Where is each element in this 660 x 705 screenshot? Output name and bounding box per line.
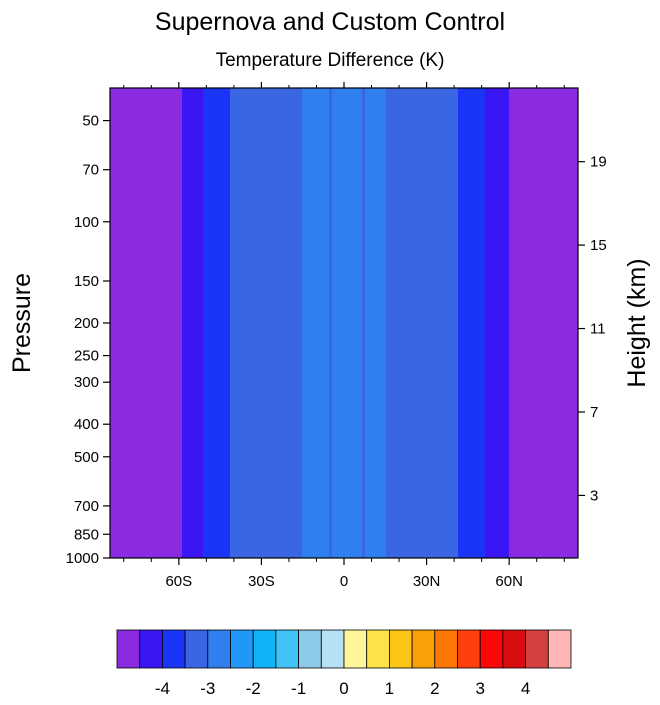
colorbar-swatch: [185, 630, 208, 668]
colorbar-swatch: [548, 630, 571, 668]
colorbar-swatch: [503, 630, 526, 668]
colorbar-swatch: [253, 630, 276, 668]
colorbar: -4 -3 -2 -1 0 1 2 3 4: [117, 630, 571, 698]
colorbar-tick-label: -4: [155, 679, 170, 698]
y-tick-label: 1000: [66, 550, 99, 567]
colorbar-swatch: [458, 630, 481, 668]
colorbar-swatch: [162, 630, 185, 668]
y-tick-label: 300: [74, 374, 99, 391]
colorbar-swatch: [321, 630, 344, 668]
y-tick-label: 850: [74, 526, 99, 543]
colorbar-swatch: [389, 630, 412, 668]
y-tick-label: 50: [82, 113, 99, 130]
colorbar-swatch: [412, 630, 435, 668]
y2-axis-label: Height (km): [623, 258, 651, 387]
x-tick-label: 60S: [165, 573, 192, 590]
colorbar-swatch: [208, 630, 231, 668]
colorbar-swatch: [140, 630, 163, 668]
colorbar-tick-label: 3: [475, 679, 484, 698]
y-tick-label: 400: [74, 416, 99, 433]
y2-tick-label: 7: [590, 404, 598, 421]
colorbar-swatch: [435, 630, 458, 668]
contour-fill: [110, 88, 579, 560]
colorbar-tick-label: -2: [246, 679, 261, 698]
colorbar-tick-label: 0: [339, 679, 348, 698]
colorbar-tick-label: 2: [430, 679, 439, 698]
y-tick-label: 700: [74, 498, 99, 515]
colorbar-swatch: [231, 630, 254, 668]
y-tick-label: 250: [74, 348, 99, 365]
colorbar-swatch: [276, 630, 299, 668]
colorbar-swatch: [344, 630, 367, 668]
colorbar-swatch: [299, 630, 322, 668]
y2-tick-label: 3: [590, 487, 598, 504]
y-tick-label: 200: [74, 315, 99, 332]
y-tick-label: 500: [74, 449, 99, 466]
colorbar-swatch: [117, 630, 140, 668]
colorbar-swatch: [367, 630, 390, 668]
x-tick-label: 30N: [413, 573, 441, 590]
y-tick-label: 70: [82, 162, 99, 179]
y2-tick-label: 19: [590, 154, 607, 171]
y-axis-label: Pressure: [8, 273, 36, 373]
y2-tick-label: 11: [590, 321, 606, 338]
y-tick-label: 150: [74, 273, 99, 290]
colorbar-tick-label: -1: [291, 679, 306, 698]
colorbar-tick-label: 4: [521, 679, 530, 698]
colorbar-swatch: [480, 630, 503, 668]
y-tick-label: 100: [74, 214, 99, 231]
x-tick-label: 0: [340, 573, 348, 590]
colorbar-tick-label: -3: [200, 679, 215, 698]
y2-axis: 3 7 11 15 19: [578, 154, 607, 505]
x-tick-label: 30S: [248, 573, 275, 590]
colorbar-swatch: [526, 630, 549, 668]
y2-tick-label: 15: [590, 237, 607, 254]
y-axis: 50 70 100 150 200 250 300 400 500 700 850 1000: [66, 113, 110, 567]
x-tick-label: 60N: [495, 573, 523, 590]
colorbar-tick-label: 1: [385, 679, 394, 698]
